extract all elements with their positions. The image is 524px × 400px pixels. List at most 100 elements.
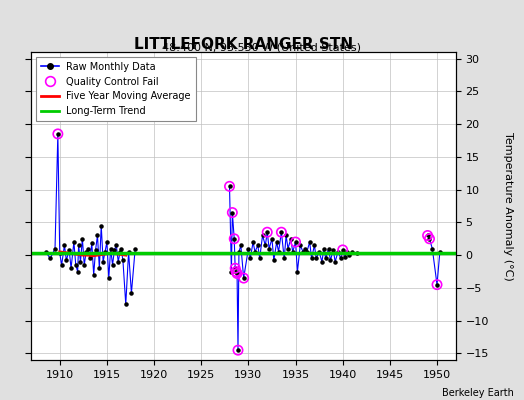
Point (108, 262, 117, 268)
Raw Monthly Data (113, 243, 119, 248)
Point (227, 268, 236, 275)
Point (225, 183, 234, 190)
Point (246, 255, 255, 262)
Point (67, 265, 75, 272)
Point (334, 249, 342, 255)
Point (124, 249, 133, 255)
Point (97, 222, 105, 229)
Raw Monthly Data (102, 250, 108, 254)
Point (433, 282, 441, 288)
Point (235, 249, 243, 255)
Point (277, 229, 286, 236)
Raw Monthly Data (115, 259, 122, 264)
Point (228, 209, 236, 216)
Raw Monthly Data (79, 236, 85, 241)
Point (272, 239, 281, 245)
Point (225, 183, 234, 190)
Point (305, 239, 314, 245)
Point (95, 265, 104, 272)
Point (106, 245, 115, 252)
Point (70, 239, 78, 245)
Point (234, 347, 242, 353)
Point (423, 232, 432, 239)
Point (312, 255, 321, 262)
Point (277, 229, 286, 236)
Point (228, 209, 236, 216)
Point (60, 242, 69, 248)
Point (233, 270, 241, 277)
Point (116, 249, 124, 255)
Point (324, 245, 333, 252)
Raw Monthly Data (71, 240, 77, 244)
Raw Monthly Data (54, 132, 61, 136)
Raw Monthly Data (94, 233, 101, 238)
Raw Monthly Data (106, 276, 112, 280)
Point (74, 242, 83, 248)
Point (101, 249, 109, 255)
Point (284, 245, 292, 252)
Point (112, 242, 121, 248)
Point (110, 247, 118, 253)
Point (230, 236, 238, 242)
Point (77, 258, 85, 265)
Raw Monthly Data (74, 269, 81, 274)
Raw Monthly Data (91, 272, 97, 277)
Raw Monthly Data (117, 250, 123, 254)
Point (320, 245, 328, 252)
Point (435, 249, 444, 255)
Point (291, 239, 300, 245)
Point (268, 236, 276, 242)
Point (99, 258, 107, 265)
Point (318, 258, 326, 265)
Point (293, 268, 302, 275)
Point (117, 245, 125, 252)
Point (261, 242, 269, 248)
Point (308, 255, 316, 262)
Point (339, 247, 347, 253)
Point (119, 257, 127, 264)
Raw Monthly Data (118, 246, 124, 251)
Point (301, 245, 309, 252)
Point (88, 240, 96, 246)
Point (331, 258, 340, 265)
Raw Monthly Data (73, 262, 79, 267)
Point (336, 255, 345, 262)
Point (428, 245, 436, 252)
Y-axis label: Temperature Anomaly (°C): Temperature Anomaly (°C) (503, 132, 513, 280)
Title: LITTLEFORK RANGER STN: LITTLEFORK RANGER STN (134, 37, 353, 52)
Raw Monthly Data (98, 223, 104, 228)
Point (122, 301, 130, 308)
Point (232, 268, 241, 275)
Raw Monthly Data (81, 262, 88, 267)
Text: Berkeley Earth: Berkeley Earth (442, 388, 514, 398)
Point (62, 257, 71, 264)
Point (329, 247, 337, 253)
Raw Monthly Data (132, 246, 138, 251)
Point (249, 239, 257, 245)
Point (322, 255, 330, 262)
Point (345, 252, 354, 258)
Raw Monthly Data (100, 259, 106, 264)
Point (58, 262, 66, 268)
Point (263, 229, 271, 236)
Raw Monthly Data (110, 262, 116, 267)
Point (65, 247, 73, 253)
Point (296, 242, 304, 248)
Point (287, 236, 295, 242)
Point (254, 242, 262, 248)
Raw Monthly Data (125, 250, 132, 254)
Point (232, 268, 241, 275)
Point (230, 236, 238, 242)
Raw Monthly Data (61, 243, 68, 248)
Point (339, 247, 347, 253)
Raw Monthly Data (128, 291, 135, 296)
Raw Monthly Data (92, 248, 99, 252)
Raw Monthly Data (85, 246, 91, 251)
Point (131, 245, 139, 252)
Point (237, 242, 245, 248)
Raw Monthly Data (52, 246, 58, 251)
Point (239, 275, 248, 281)
Raw Monthly Data (42, 250, 49, 254)
Point (353, 250, 361, 256)
Point (343, 249, 352, 255)
